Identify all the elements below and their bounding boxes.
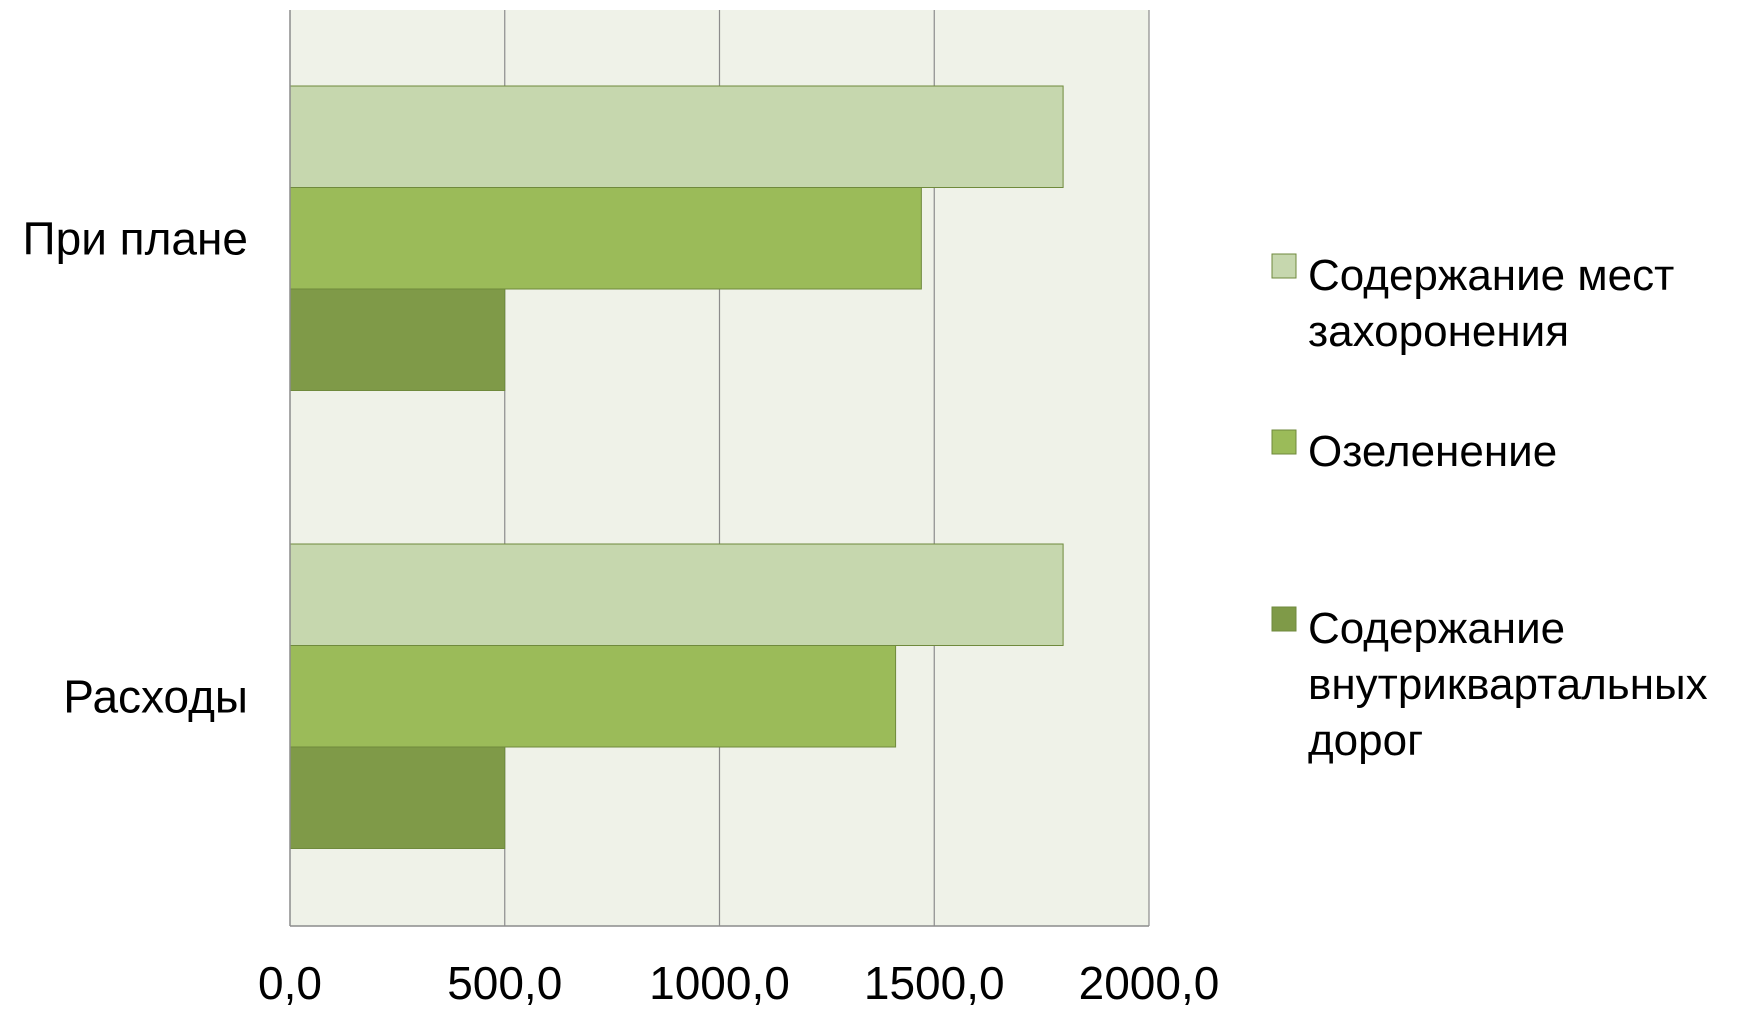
- bar: [289, 746, 506, 849]
- category-labels: При плане Расходы: [23, 212, 248, 722]
- category-label: При плане: [23, 212, 248, 264]
- bars: [289, 85, 1064, 849]
- x-tick-label: 2000,0: [1079, 957, 1220, 1009]
- axis-frame: [289, 10, 1149, 927]
- legend: Содержание мест захоронения Озеленение Соде…: [1271, 251, 1708, 765]
- bar: [289, 187, 922, 290]
- x-tick-label: 1500,0: [864, 957, 1005, 1009]
- category-label: Расходы: [63, 670, 248, 722]
- x-tick-label: 1000,0: [649, 957, 790, 1009]
- legend-label: Содержание мест: [1308, 251, 1674, 300]
- legend-label: дорог: [1308, 716, 1423, 765]
- x-tick-labels: 0,0 500,0 1000,0 1500,0 2000,0: [258, 957, 1219, 1009]
- bar: [289, 288, 506, 391]
- legend-swatch: [1271, 606, 1297, 632]
- x-tick-label: 0,0: [258, 957, 322, 1009]
- legend-label: Озеленение: [1308, 427, 1557, 476]
- legend-label: внутриквартальных: [1308, 660, 1708, 709]
- legend-swatch: [1271, 253, 1297, 279]
- legend-label: захоронения: [1308, 307, 1569, 356]
- bar: [289, 645, 897, 748]
- bar: [289, 543, 1064, 646]
- bar: [289, 85, 1064, 188]
- legend-swatch: [1271, 429, 1297, 455]
- legend-label: Содержание: [1308, 604, 1565, 653]
- x-tick-label: 500,0: [447, 957, 562, 1009]
